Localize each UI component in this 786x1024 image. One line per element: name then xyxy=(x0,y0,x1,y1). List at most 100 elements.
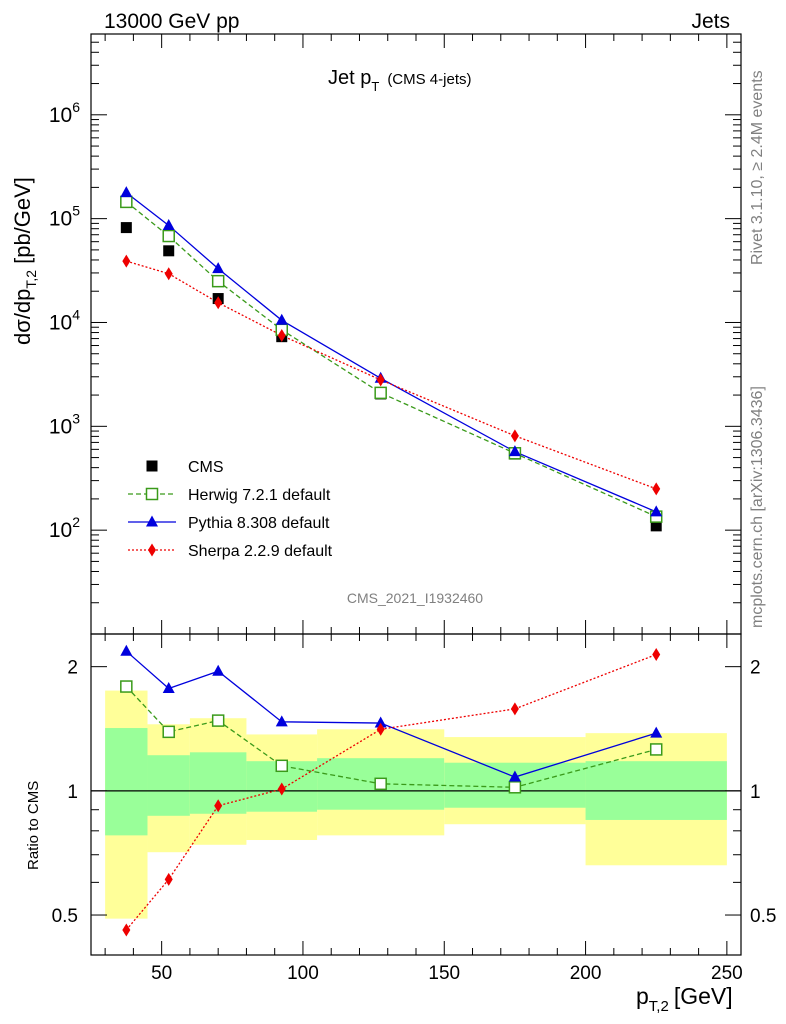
ratio-point-sherpa xyxy=(164,872,173,886)
ratio-point-sherpa xyxy=(277,782,286,796)
point-herwig xyxy=(162,229,175,243)
ratio-point-herwig xyxy=(120,680,133,693)
point-herwig xyxy=(211,274,225,288)
y-axis-label-ratio: Ratio to CMS xyxy=(25,781,42,870)
ratio-point-herwig xyxy=(374,777,387,791)
ratio-band-inner xyxy=(105,728,148,836)
y-axis-label-main-text: dσ/dp xyxy=(10,289,35,345)
x-tick-label: 250 xyxy=(711,963,743,984)
y-tick-label-exp: 3 xyxy=(72,410,80,426)
y-tick-label-base: 10 xyxy=(49,415,72,438)
plot-title-note: (CMS 4-jets) xyxy=(387,71,471,88)
ratio-panel: 50 100 150 200 250 0.5 0.5 1 1 2 2 xyxy=(52,633,776,984)
ratio-point-sherpa xyxy=(122,923,131,937)
ratio-y-tick-label-left: 2 xyxy=(67,658,78,679)
header-left: 13000 GeV pp xyxy=(104,10,239,33)
point-sherpa xyxy=(122,254,131,268)
ratio-point-sherpa xyxy=(652,648,661,662)
legend: CMS Herwig 7.2.1 default Pythia 8.308 defa… xyxy=(128,459,333,560)
ratio-point-herwig xyxy=(508,781,522,794)
ratio-point-sherpa xyxy=(510,702,519,716)
ratio-point-pythia xyxy=(275,715,288,727)
y-tick-label-exp: 2 xyxy=(72,514,80,530)
y-tick-label: 106 xyxy=(49,99,80,127)
plot-title: Jet pT (CMS 4-jets) xyxy=(328,67,471,94)
side-text-bottom: mcplots.cern.ch [arXiv:1306.3436] xyxy=(749,386,766,628)
point-data xyxy=(650,520,662,532)
y-axis-label-main-unit: [pb/GeV] xyxy=(10,177,35,264)
ratio-point-herwig xyxy=(275,759,289,773)
side-text-top: Rivet 3.1.10, ≥ 2.4M events xyxy=(749,70,766,265)
y-tick-label: 102 xyxy=(49,514,80,542)
ratio-y-tick-label-right: 2 xyxy=(750,658,761,679)
ratio-y-tick-label-right: 1 xyxy=(750,782,761,803)
ratio-point-pythia xyxy=(120,644,133,656)
ratio-point-pythia xyxy=(508,770,521,782)
analysis-id: CMS_2021_I1932460 xyxy=(347,590,483,606)
ratio-y-tick-label-left: 0.5 xyxy=(52,906,78,927)
y-tick-label-base: 10 xyxy=(49,519,72,542)
x-axis-label-sub: T,2 xyxy=(649,998,669,1015)
ratio-point-pythia xyxy=(374,716,387,728)
header-right: Jets xyxy=(691,10,730,33)
y-tick-label: 105 xyxy=(49,203,80,231)
point-pythia xyxy=(212,262,225,274)
point-sherpa xyxy=(376,373,385,387)
legend-marker-data xyxy=(146,460,158,472)
legend-label-pythia: Pythia 8.308 default xyxy=(188,515,330,532)
point-sherpa xyxy=(164,267,173,281)
point-pythia xyxy=(120,186,133,198)
ratio-point-pythia xyxy=(162,682,175,694)
point-sherpa xyxy=(510,429,519,443)
legend-marker-sherpa xyxy=(148,543,156,557)
legend-label-herwig: Herwig 7.2.1 default xyxy=(188,487,331,504)
x-tick-label: 200 xyxy=(570,963,602,984)
point-sherpa xyxy=(652,482,661,496)
point-data xyxy=(163,245,175,257)
y-tick-label-base: 10 xyxy=(49,311,72,334)
plot-title-main: Jet p xyxy=(328,67,371,89)
x-tick-label: 100 xyxy=(287,963,319,984)
x-tick-label: 50 xyxy=(151,963,172,984)
x-axis-label-text: p xyxy=(636,983,649,1009)
x-axis-label: pT,2 [GeV] xyxy=(636,983,733,1015)
legend-marker-pythia xyxy=(146,515,158,527)
point-pythia xyxy=(508,445,521,457)
ratio-point-herwig xyxy=(162,725,175,739)
ratio-point-sherpa xyxy=(376,722,385,736)
plot-title-sub: T xyxy=(371,79,379,94)
x-axis-label-unit: [GeV] xyxy=(674,983,733,1009)
x-tick-label: 150 xyxy=(428,963,460,984)
point-data xyxy=(120,222,132,234)
point-herwig xyxy=(374,386,387,400)
y-axis-label-main: dσ/dpT,2 [pb/GeV] xyxy=(10,177,39,345)
y-tick-label: 104 xyxy=(49,306,80,334)
y-tick-label: 103 xyxy=(49,410,80,438)
ratio-point-pythia xyxy=(650,726,663,738)
ratio-y-tick-label-left: 1 xyxy=(67,782,78,803)
ratio-y-tick-label-right: 0.5 xyxy=(750,906,776,927)
point-sherpa xyxy=(277,328,286,342)
ratio-point-sherpa xyxy=(214,799,223,813)
ratio-point-herwig xyxy=(649,743,663,756)
y-tick-label-exp: 4 xyxy=(72,306,80,322)
ratio-point-herwig xyxy=(211,714,225,727)
legend-marker-herwig xyxy=(145,487,159,501)
legend-label-sherpa: Sherpa 2.2.9 default xyxy=(188,543,333,560)
y-tick-label-exp: 6 xyxy=(72,99,80,115)
y-axis-label-main-sub: T,2 xyxy=(23,270,39,289)
legend-label-data: CMS xyxy=(188,459,224,476)
point-herwig xyxy=(120,195,133,209)
point-sherpa xyxy=(214,296,223,310)
point-pythia xyxy=(650,505,663,517)
ratio-band-inner xyxy=(147,755,190,816)
series-line-sherpa xyxy=(126,260,657,490)
ratio-point-pythia xyxy=(212,664,225,676)
y-tick-label-exp: 5 xyxy=(72,203,80,219)
point-pythia xyxy=(275,313,288,325)
point-pythia xyxy=(162,218,175,230)
y-tick-label-base: 10 xyxy=(49,208,72,231)
y-tick-label-base: 10 xyxy=(49,104,72,127)
